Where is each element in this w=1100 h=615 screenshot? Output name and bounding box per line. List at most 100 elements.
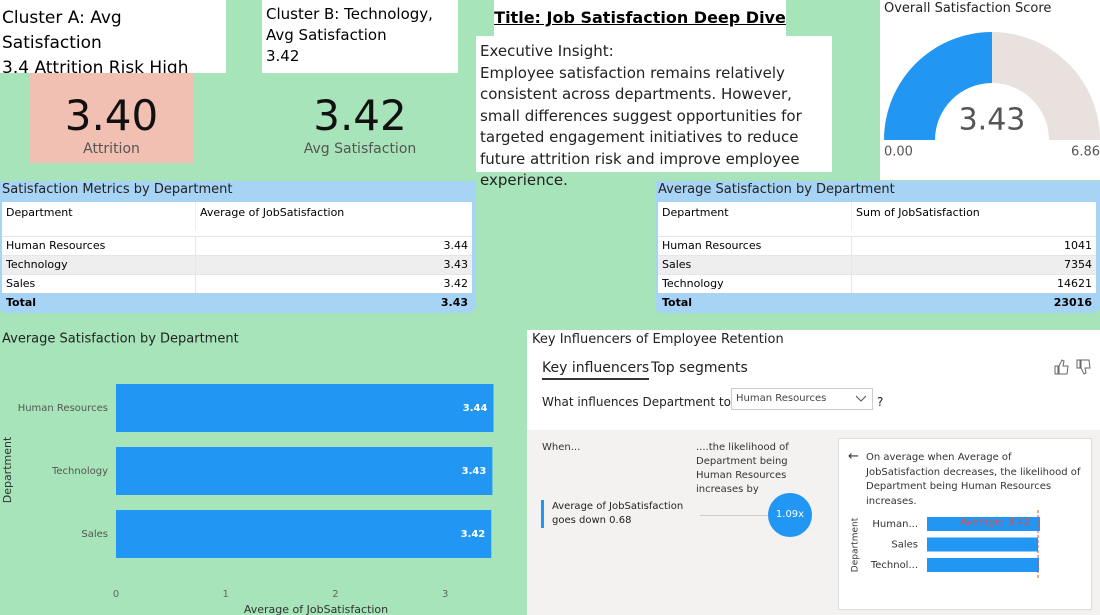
table-row: Technology 14621 — [658, 274, 1096, 293]
back-arrow[interactable]: ← — [848, 449, 859, 464]
table-panel: Average Satisfaction by Department Depart… — [656, 181, 1100, 313]
insight-text: Employee satisfaction remains relatively… — [480, 63, 802, 190]
table-cell: 1041 — [851, 236, 1096, 255]
bar — [116, 384, 494, 432]
mini-y-label: Department — [851, 517, 861, 572]
table-cell: Technology — [662, 277, 724, 290]
header-row: Department Sum of JobSatisfaction — [658, 202, 1096, 230]
table-panel: Satisfaction Metrics by Department Depart… — [0, 181, 476, 313]
table-cell: Human Resources — [6, 239, 106, 252]
table-cell: 3.42 — [195, 274, 472, 293]
total-row: Total 3.43 — [2, 292, 472, 313]
table-grid: Department Sum of JobSatisfaction Human Re… — [658, 202, 1096, 313]
insight-box: Executive Insight: Employee satisfaction… — [476, 36, 832, 189]
table-cell: Human Resources — [662, 239, 762, 252]
gauge-arc — [884, 32, 992, 140]
table-cell: 7354 — [851, 255, 1096, 274]
table-cell: Sales — [662, 258, 692, 271]
table-title: Average Satisfaction by Department — [658, 182, 895, 197]
card-value: 3.42 — [313, 91, 407, 140]
feedback-icons[interactable] — [1053, 358, 1093, 376]
when-label: When... — [542, 442, 581, 453]
cluster-a-line: Cluster A: Avg Satisfaction — [2, 8, 122, 53]
reference-label: Average: 3.42 — [960, 517, 1030, 528]
question: What influences Department to be — [542, 395, 750, 409]
cluster-a-card: Cluster A: Avg Satisfaction 3.4 Attritio… — [0, 0, 226, 78]
data-label: 3.43 — [462, 466, 487, 477]
detail-text: On average when Average of JobSatisfacti… — [866, 452, 1081, 507]
table-cell: 3.43 — [195, 255, 472, 274]
gauge-title: Overall Satisfaction Score — [884, 1, 1052, 16]
table-row: Sales 7354 — [658, 255, 1096, 274]
mini-bar — [927, 517, 1040, 531]
header-row: Department Average of JobSatisfaction — [2, 202, 472, 230]
card-value: 3.40 — [64, 91, 159, 140]
mini-category: Sales — [891, 540, 918, 551]
gauge-max: 6.86 — [1071, 145, 1100, 160]
x-tick-label: 1 — [223, 589, 229, 600]
detail-card: ← On average when Average of JobSatisfac… — [838, 438, 1092, 610]
table-cell: 3.43 — [440, 296, 468, 309]
likelihood-label: ....the likelihood of Department being H… — [696, 442, 789, 495]
table-title: Satisfaction Metrics by Department — [2, 182, 233, 197]
insight-heading: Executive Insight: — [480, 42, 614, 60]
x-tick-label: 0 — [113, 589, 119, 600]
connector — [700, 515, 780, 516]
table-cell: 23016 — [1053, 296, 1092, 309]
bar — [116, 510, 492, 558]
card-label: Avg Satisfaction — [303, 141, 417, 157]
table-cell: Total — [6, 296, 37, 309]
x-axis-label: Average of JobSatisfaction — [244, 603, 388, 615]
report-title: Title: Job Satisfaction Deep Dive — [494, 0, 786, 36]
y-tick-label: Sales — [81, 529, 108, 540]
x-tick-label: 2 — [332, 589, 338, 600]
x-tick-label: 3 — [442, 589, 448, 600]
tab[interactable]: Key influencers — [542, 360, 650, 380]
mini-category: Human... — [872, 519, 918, 530]
data-label: 3.44 — [463, 403, 488, 414]
total-row: Total 23016 — [658, 292, 1096, 313]
table-row: Technology 3.43 — [2, 255, 472, 274]
column-header: Average of JobSatisfaction — [195, 202, 472, 230]
satisfaction-card: 3.42 Avg Satisfaction — [270, 73, 450, 163]
cluster-b-line: 3.42 — [266, 47, 300, 65]
table-row: Human Resources 3.44 — [2, 236, 472, 255]
bar — [116, 447, 493, 495]
influencer-factor[interactable]: Average of JobSatisfaction goes down 0.6… — [541, 500, 691, 528]
cluster-b-line: Avg Satisfaction — [266, 26, 387, 44]
cluster-b-card: Cluster B: Technology, Avg Satisfaction … — [262, 0, 458, 73]
table-cell: 3.44 — [195, 236, 472, 255]
table-cell: Total — [662, 296, 693, 309]
y-tick-label: Technology — [51, 466, 108, 477]
dropdown-value: Human Resources — [736, 393, 827, 404]
multiplier-bubble: 1.09x — [768, 493, 812, 537]
panel-title: Key Influencers of Employee Retention — [532, 332, 784, 347]
gauge-min: 0.00 — [884, 145, 913, 160]
table-cell: 14621 — [851, 274, 1096, 293]
column-header: Department — [6, 206, 73, 219]
table: Department Sum of JobSatisfaction Human Re… — [658, 202, 1096, 313]
attrition-card: 3.40 Attrition — [29, 73, 194, 163]
gauge-value: 3.43 — [959, 103, 1026, 138]
dropdown[interactable]: Human Resources — [731, 388, 873, 410]
data-label: 3.42 — [461, 529, 486, 540]
mini-category: Technol... — [870, 560, 918, 571]
tab[interactable]: Top segments — [651, 360, 748, 376]
cluster-b-line: Cluster B: Technology, — [266, 5, 433, 23]
mini-bar — [927, 537, 1039, 552]
table-row: Sales 3.42 — [2, 274, 472, 293]
y-axis-label: Department — [1, 436, 14, 503]
card-label: Attrition — [83, 141, 140, 157]
table: Department Average of JobSatisfaction Huma… — [2, 202, 472, 313]
table-cell: Sales — [6, 277, 36, 290]
column-header: Department — [662, 206, 729, 219]
chevron — [856, 395, 866, 402]
column-header: Sum of JobSatisfaction — [851, 202, 1096, 230]
table-row: Human Resources 1041 — [658, 236, 1096, 255]
chart-title: Average Satisfaction by Department — [2, 332, 239, 347]
y-tick-label: Human Resources — [18, 403, 108, 414]
table-grid: Department Average of JobSatisfaction Huma… — [2, 202, 472, 313]
mini-bar — [927, 558, 1040, 572]
